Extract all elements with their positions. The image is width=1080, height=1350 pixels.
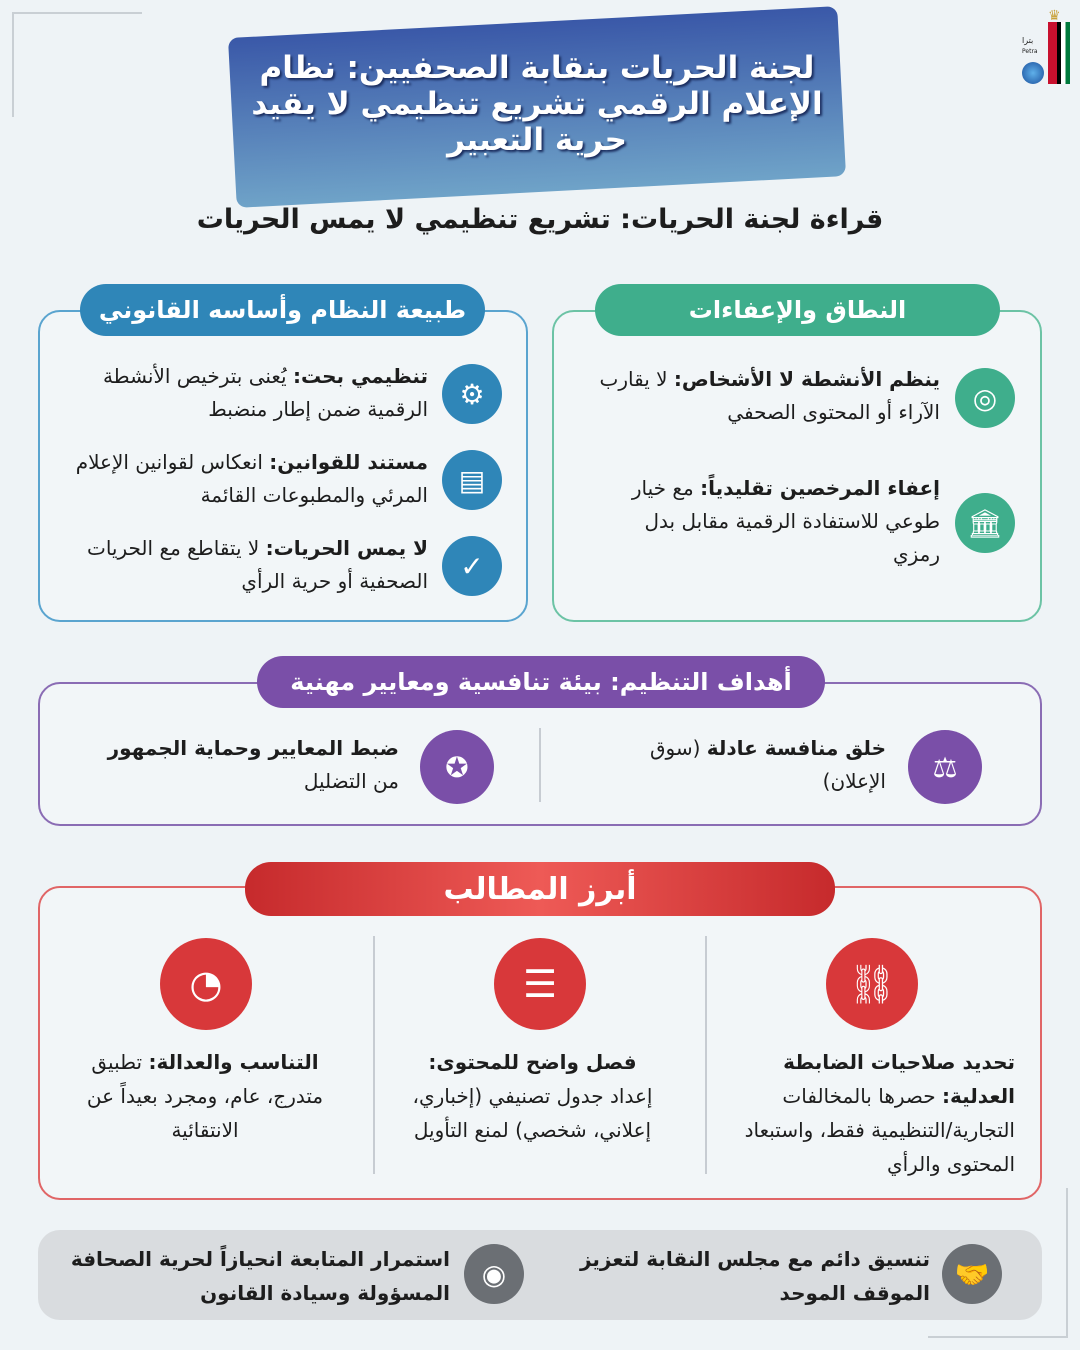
corner-decoration <box>928 1188 1068 1338</box>
corner-decoration <box>12 12 142 117</box>
nature-item: لا يمس الحريات: لا يتقاطع مع الحريات الص… <box>87 536 428 593</box>
layers-icon: ☰ <box>494 938 586 1030</box>
scope-header: النطاق والإعفاءات <box>595 284 1000 336</box>
scope-card <box>552 310 1042 622</box>
award-icon: ✪ <box>420 730 494 804</box>
gauge-icon: ◔ <box>160 938 252 1030</box>
goals-item: ضبط المعايير وحماية الجمهور من التضليل <box>107 736 399 793</box>
eye-icon: ◉ <box>464 1244 524 1304</box>
gear-icon: ⚙ <box>442 364 502 424</box>
nature-item: تنظيمي بحت: يُعنى بترخيص الأنشطة الرقمية… <box>102 364 428 421</box>
petra-logo: ♛ بترا Petra <box>1020 8 1075 84</box>
demands-header: أبرز المطالب <box>245 862 835 916</box>
goals-item: خلق منافسة عادلة (سوق الإعلان) <box>649 736 886 793</box>
bank-icon: 🏛 <box>955 493 1015 553</box>
handcuffs-icon: ⛓ <box>826 938 918 1030</box>
page-title: لجنة الحريات بنقابة الصحفيين: نظام الإعل… <box>251 50 823 158</box>
divider <box>539 728 541 802</box>
demands-item: التناسب والعدالة: تطبيق متدرج، عام، ومجر… <box>86 1050 324 1142</box>
scale-icon: ⚖ <box>908 730 982 804</box>
footer-item: تنسيق دائم مع مجلس النقابة لتعزيز الموقف… <box>579 1247 930 1305</box>
footer-bar <box>38 1230 1042 1320</box>
demands-item: تحديد صلاحيات الضابطة العدلية: حصرها بال… <box>744 1050 1015 1176</box>
scope-item: إعفاء المرخصين تقليدياً: مع خيار طوعي لل… <box>631 476 940 566</box>
document-icon: ▤ <box>442 450 502 510</box>
shield-check-icon: ✓ <box>442 536 502 596</box>
scope-item: ينظم الأنشطة لا الأشخاص: لا يقارب الآراء… <box>599 367 940 424</box>
footer-item: استمرار المتابعة انحيازاً لحرية الصحافة … <box>70 1247 450 1305</box>
demands-item: فصل واضح للمحتوى: إعداد جدول تصنيفي (إخب… <box>412 1050 653 1142</box>
goals-header: أهداف التنظيم: بيئة تنافسية ومعايير مهني… <box>257 656 825 708</box>
nature-header: طبيعة النظام وأساسه القانوني <box>80 284 485 336</box>
target-icon: ◎ <box>955 368 1015 428</box>
page-subtitle: قراءة لجنة الحريات: تشريع تنظيمي لا يمس … <box>196 204 884 235</box>
nature-item: مستند للقوانين: انعكاس لقوانين الإعلام ا… <box>75 450 428 507</box>
divider <box>373 936 375 1174</box>
divider <box>705 936 707 1174</box>
handshake-icon: 🤝 <box>942 1244 1002 1304</box>
